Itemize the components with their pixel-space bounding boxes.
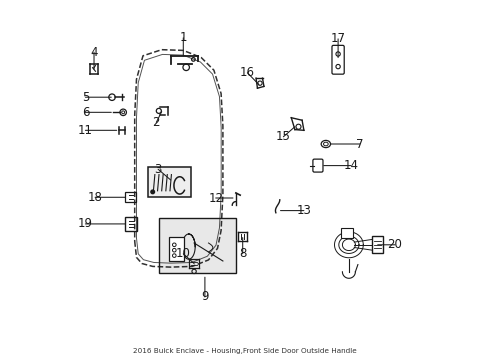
Text: 9: 9 [201, 291, 208, 303]
FancyBboxPatch shape [341, 228, 352, 238]
Text: 1: 1 [179, 31, 187, 44]
FancyBboxPatch shape [168, 237, 183, 261]
Text: 2: 2 [152, 116, 160, 129]
Text: 17: 17 [330, 32, 345, 45]
Circle shape [151, 190, 154, 194]
Text: 14: 14 [343, 159, 358, 172]
FancyBboxPatch shape [159, 218, 236, 273]
FancyBboxPatch shape [148, 167, 191, 197]
Text: 8: 8 [239, 247, 246, 260]
Text: 19: 19 [78, 217, 93, 230]
Text: 5: 5 [81, 91, 89, 104]
Text: 4: 4 [90, 46, 98, 59]
Text: 10: 10 [176, 247, 190, 260]
Text: 2016 Buick Enclave - Housing,Front Side Door Outside Handle: 2016 Buick Enclave - Housing,Front Side … [132, 347, 356, 354]
Text: 12: 12 [208, 192, 223, 204]
Text: 18: 18 [87, 191, 102, 204]
FancyBboxPatch shape [312, 159, 322, 172]
FancyBboxPatch shape [331, 45, 344, 74]
Text: 11: 11 [78, 124, 93, 137]
Text: 15: 15 [275, 130, 290, 143]
Text: 20: 20 [387, 238, 402, 251]
Text: 6: 6 [81, 106, 89, 119]
FancyBboxPatch shape [371, 236, 382, 253]
Text: 13: 13 [296, 204, 311, 217]
Text: 16: 16 [240, 66, 254, 79]
Text: 3: 3 [154, 163, 162, 176]
Text: 7: 7 [355, 138, 363, 150]
FancyBboxPatch shape [125, 192, 136, 202]
FancyBboxPatch shape [125, 217, 137, 231]
